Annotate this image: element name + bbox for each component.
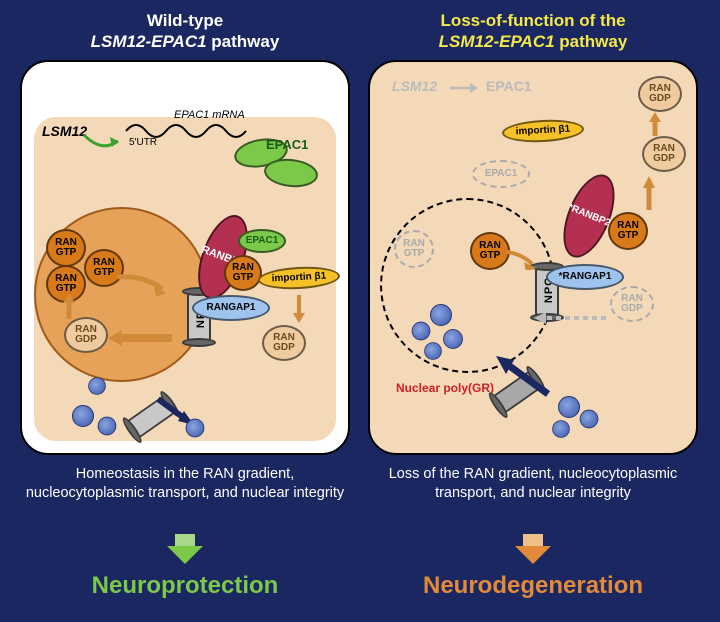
arrow-neurodeg-icon xyxy=(515,546,551,564)
title-left-l3: pathway xyxy=(207,32,280,51)
arrow-neuropro-icon xyxy=(167,546,203,564)
outcome-right: Neurodegeneration xyxy=(368,572,698,600)
npc-cap-bot xyxy=(182,338,216,347)
ran-gdp-cyto: RAN GDP xyxy=(262,325,306,361)
epac1-ghost-label: EPAC1 xyxy=(486,78,532,94)
gdp-import-arrow-icon xyxy=(106,327,176,349)
panel-wildtype: LSM12 EPAC1 mRNA 5'UTR EPAC1 RAN GTP RAN… xyxy=(20,60,350,455)
panel-lossfn: LSM12 EPAC1 RAN GDP importin β1 RAN GDP … xyxy=(368,60,698,455)
nuclear-polygr-label: Nuclear poly(GR) xyxy=(396,382,494,395)
gdp-up-arrow-icon xyxy=(646,110,664,138)
polygr-r1 xyxy=(430,304,452,326)
ran-gtp-ghost: RAN GTP xyxy=(394,230,434,268)
title-left: Wild-type LSM12-EPAC1 pathway xyxy=(20,10,350,53)
epac1-protein-2 xyxy=(263,156,320,189)
gtp-export-r-arrow-icon xyxy=(504,248,539,270)
gdp-to-gtp-arrow-icon xyxy=(60,291,78,321)
summary-right: Loss of the RAN gradient, nucleocytoplas… xyxy=(368,465,698,503)
lsm12-arrow-icon xyxy=(82,131,126,153)
importin-to-gdp-arrow-icon xyxy=(290,291,308,327)
lsm12-label: LSM12 xyxy=(42,123,87,139)
ran-gtp-n1: RAN GTP xyxy=(46,229,86,267)
title-right-l3: pathway xyxy=(555,32,628,51)
importin: importin β1 xyxy=(257,265,340,291)
title-right-l2: LSM12-EPAC1 xyxy=(439,32,555,51)
polygr-r7 xyxy=(552,420,570,438)
ran-gdp-nuc: RAN GDP xyxy=(64,317,108,353)
rangap1-star: *RANGAP1 xyxy=(546,264,624,290)
polygr-4 xyxy=(186,419,205,438)
polygr-import-arrow-icon xyxy=(488,352,558,402)
epac1-bound: EPAC1 xyxy=(238,229,286,253)
ran-gdp-r2: RAN GDP xyxy=(642,136,686,172)
polygr-3 xyxy=(98,417,117,436)
polygr-r5 xyxy=(558,396,580,418)
gtp-to-gdp-arrow-icon xyxy=(640,174,658,214)
title-left-l1: Wild-type xyxy=(147,11,223,30)
polygr-1 xyxy=(88,377,106,395)
title-right-l1: Loss-of-function of the xyxy=(440,11,625,30)
polygr-r4 xyxy=(424,342,442,360)
lsm12-epac1-arrow-icon xyxy=(448,80,482,96)
gtp-export-arrow-icon xyxy=(114,271,169,301)
ran-gdp-r1: RAN GDP xyxy=(638,76,682,112)
nucleus-right: RAN GTP xyxy=(380,198,555,373)
cell-cytoplasm: LSM12 EPAC1 mRNA 5'UTR EPAC1 RAN GTP RAN… xyxy=(34,117,336,441)
lsm12-ghost: LSM12 xyxy=(392,78,437,94)
importin-r: importin β1 xyxy=(501,118,584,144)
epac1-ghost-oval: EPAC1 xyxy=(472,160,530,188)
rangap1: RANGAP1 xyxy=(192,295,270,321)
ran-gdp-ghost: RAN GDP xyxy=(610,286,654,322)
epac1-label: EPAC1 xyxy=(266,137,308,152)
arrow-neuropro-stem xyxy=(175,534,195,546)
title-left-l2: LSM12-EPAC1 xyxy=(91,32,207,51)
title-right: Loss-of-function of the LSM12-EPAC1 path… xyxy=(368,10,698,53)
outcome-left: Neuroprotection xyxy=(20,572,350,600)
polygr-2 xyxy=(72,405,94,427)
arrow-neurodeg-stem xyxy=(523,534,543,546)
ran-gtp-cyto: RAN GTP xyxy=(224,255,262,291)
dashed-import-arrow-icon xyxy=(530,310,610,326)
utr5-label: 5'UTR xyxy=(129,137,157,148)
polygr-r6 xyxy=(580,410,599,429)
polygr-r3 xyxy=(443,329,463,349)
summary-left: Homeostasis in the RAN gradient, nucleoc… xyxy=(20,465,350,503)
ran-gtp-r2: RAN GTP xyxy=(608,212,648,250)
epac1-mrna-label: EPAC1 mRNA xyxy=(174,109,245,121)
polygr-r2 xyxy=(412,322,431,341)
